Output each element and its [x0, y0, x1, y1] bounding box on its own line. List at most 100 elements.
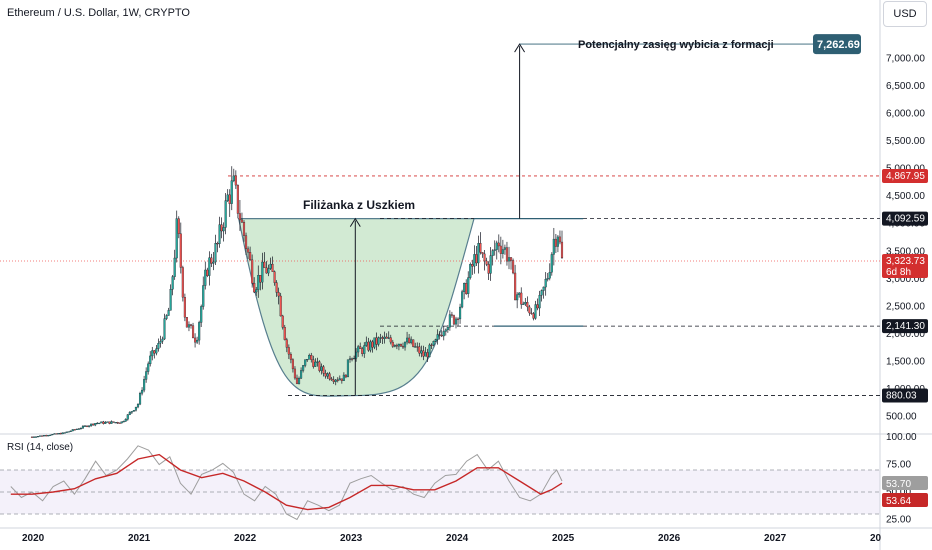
candle-body: [308, 355, 311, 360]
candle-body: [379, 337, 382, 339]
candle-body: [552, 238, 555, 255]
time-tick-label: 2026: [658, 533, 681, 544]
candle-body: [493, 249, 496, 251]
candle-body: [524, 302, 527, 305]
candle-body: [422, 350, 425, 357]
candle-body: [289, 354, 292, 360]
candle-body: [426, 352, 429, 358]
candle-body: [249, 252, 252, 261]
candle-body: [39, 435, 42, 437]
candle-body: [149, 355, 152, 365]
price-tick-label: 3,000.00: [886, 274, 925, 285]
price-tick-label: 1,500.00: [886, 356, 925, 367]
candles: [30, 166, 564, 438]
candle-body: [67, 431, 70, 433]
candle-body: [175, 218, 178, 259]
time-tick-label: 2023: [340, 533, 363, 544]
candle-body: [538, 294, 541, 309]
candle-body: [373, 337, 376, 348]
candle-body: [114, 422, 117, 424]
candle-body: [279, 295, 282, 317]
candle-body: [554, 238, 557, 247]
candle-body: [465, 283, 468, 294]
candle-body: [167, 310, 170, 316]
candle-body: [461, 291, 464, 308]
candle-body: [438, 334, 441, 336]
rsi-last-value: 53.70: [886, 479, 911, 490]
candle-body: [514, 272, 517, 301]
candle-body: [346, 359, 350, 378]
candle-body: [414, 346, 417, 348]
candle-body: [116, 422, 119, 424]
level-badge: [882, 211, 928, 226]
level-badge-label: 4,092.59: [886, 214, 925, 225]
candle-body: [450, 314, 453, 316]
candle-body: [302, 365, 305, 371]
candle-body: [165, 315, 168, 319]
candle-body: [336, 379, 339, 381]
candle-body: [306, 359, 309, 361]
candle-body: [49, 434, 52, 436]
candle-body: [132, 410, 135, 412]
candle-body: [277, 292, 280, 297]
price-tick-label: 2,500.00: [886, 301, 925, 312]
candle-body: [471, 264, 474, 267]
candle-body: [200, 306, 203, 323]
candle-body: [234, 175, 237, 186]
candle-body: [171, 276, 174, 290]
candle-body: [546, 278, 549, 280]
candle-body: [509, 257, 513, 261]
candle-body: [257, 275, 260, 290]
price-tick-label: 500.00: [886, 411, 917, 422]
candle-body: [244, 235, 248, 250]
candle-body: [542, 286, 545, 291]
candle-body: [532, 313, 535, 319]
candle-body: [473, 254, 476, 267]
candle-body: [375, 337, 378, 345]
candle-body: [124, 419, 127, 422]
candle-body: [485, 260, 488, 265]
candle-body: [442, 331, 445, 337]
candle-body: [110, 421, 113, 424]
candle-body: [412, 339, 415, 347]
price-tick-label: 5,500.00: [886, 136, 925, 147]
candle-body: [401, 345, 405, 348]
candle-body: [287, 347, 290, 355]
candle-body: [265, 267, 268, 274]
currency-button[interactable]: USD: [883, 1, 927, 27]
candle-body: [53, 433, 56, 435]
candle-body: [269, 263, 272, 269]
candle-body: [393, 345, 396, 347]
candle-body: [328, 373, 331, 380]
candle-body: [255, 289, 258, 293]
candle-body: [367, 341, 370, 351]
candle-body: [550, 254, 553, 273]
candle-body: [430, 344, 433, 346]
rsi-last-value: 53.64: [886, 496, 911, 507]
candle-body: [77, 428, 80, 430]
candle-body: [126, 414, 129, 420]
level-badge-label: 2,141.30: [886, 321, 925, 332]
candle-body: [83, 425, 87, 427]
candle-body: [448, 314, 451, 328]
candle-body: [501, 249, 504, 254]
candle-body: [410, 339, 413, 343]
candle-body: [342, 374, 345, 381]
candle-body: [338, 378, 341, 381]
candle-body: [293, 368, 297, 379]
candle-body: [163, 318, 166, 340]
candle-body: [495, 242, 498, 250]
candle-body: [198, 322, 201, 341]
candle-body: [228, 194, 231, 204]
candle-body: [497, 242, 500, 247]
candle-body: [159, 340, 162, 344]
candle-body: [45, 435, 48, 437]
candle-body: [94, 423, 97, 426]
level-badge-label: 3,323.73: [886, 256, 925, 267]
candle-body: [436, 334, 439, 340]
candle-body: [169, 289, 172, 311]
candle-body: [295, 377, 299, 384]
candle-body: [516, 294, 519, 301]
candle-body: [214, 243, 217, 263]
candle-body: [316, 361, 319, 363]
